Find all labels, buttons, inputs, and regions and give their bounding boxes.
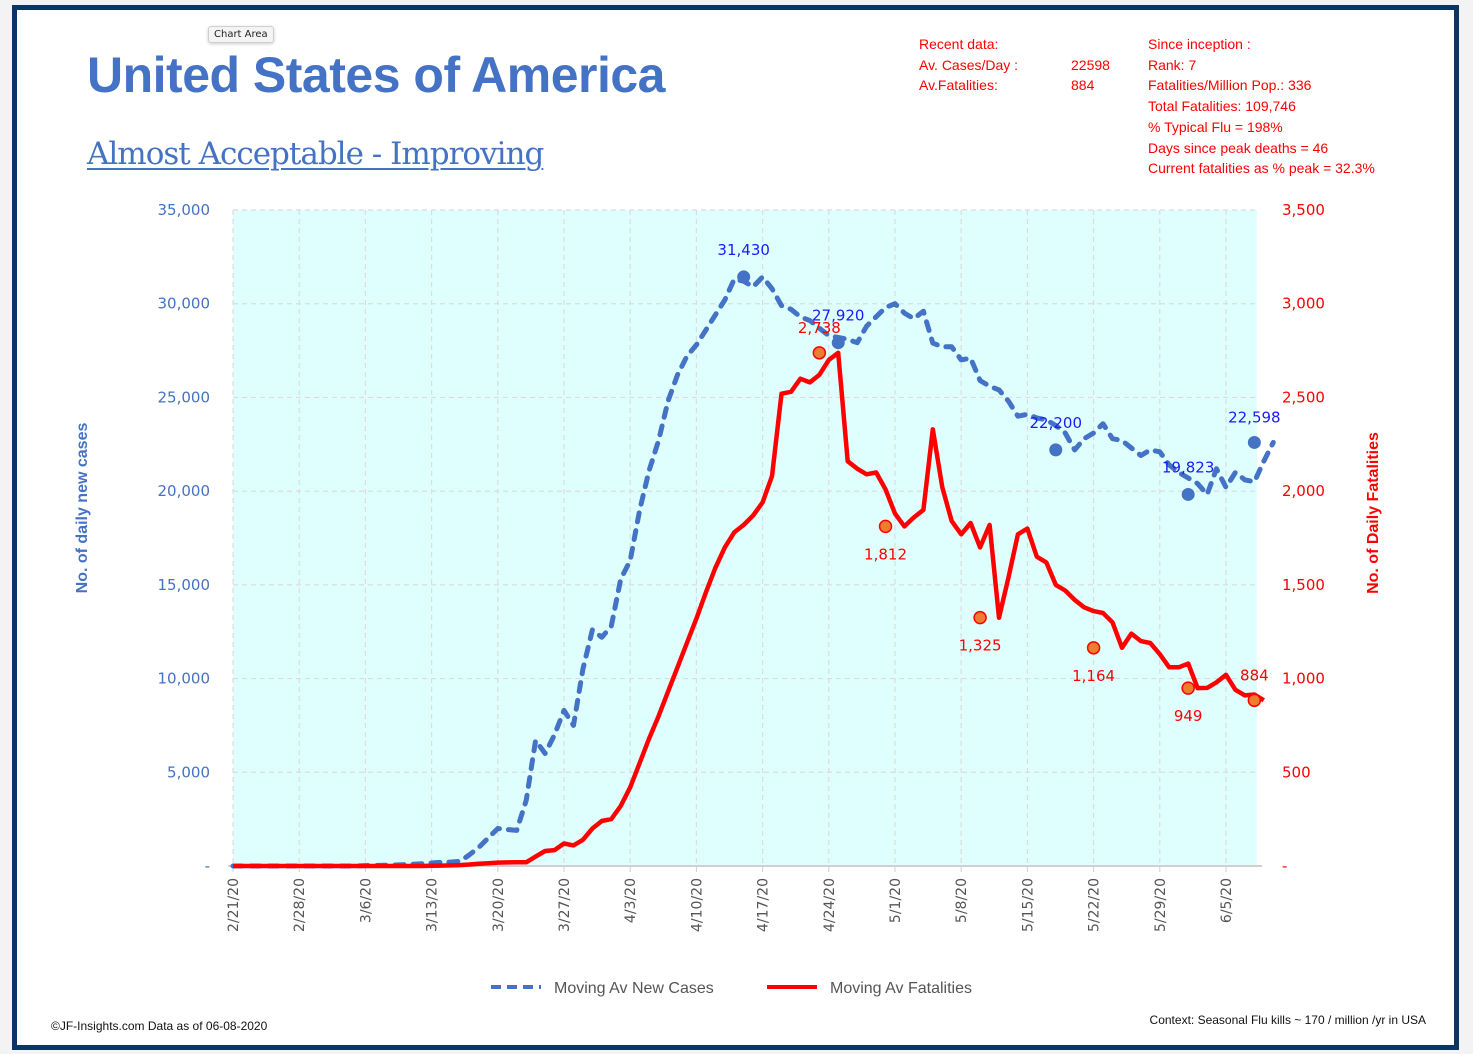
avg-cases-label: Av. Cases/Day : bbox=[919, 56, 1019, 73]
cases-data-label: 22,598 bbox=[1228, 408, 1281, 426]
cases-marker bbox=[1049, 443, 1063, 457]
left-axis-ticks: - 5,000 10,000 15,000 20,000 25,000 30,000 35,0… bbox=[158, 201, 211, 875]
x-tick-label: 5/29/20 bbox=[1153, 878, 1169, 932]
fatalities-marker bbox=[812, 346, 827, 360]
right-axis-ticks: - 500 1,000 1,500 2,000 2,500 3,000 3,500 bbox=[1282, 201, 1325, 875]
cases-marker bbox=[1247, 435, 1261, 449]
cases-data-label: 22,200 bbox=[1030, 414, 1083, 432]
avg-fatalities-value: 884 bbox=[1071, 77, 1095, 94]
legend[interactable]: Moving Av New Cases Moving Av Fatalities bbox=[491, 980, 972, 997]
right-tick-label: 2,500 bbox=[1282, 388, 1325, 406]
fatalities-data-label: 2,738 bbox=[798, 319, 841, 337]
data-label-layer: 31,430 27,920 22,200 19,823 22,598 2,738 1,812… bbox=[717, 241, 1280, 725]
chart-title: United States of America bbox=[87, 47, 665, 103]
x-tick-label: 3/6/20 bbox=[358, 878, 374, 923]
fatalities-data-label: 949 bbox=[1174, 707, 1203, 725]
right-tick-label: 2,000 bbox=[1282, 482, 1325, 500]
x-tick-label: 5/8/20 bbox=[954, 878, 970, 923]
cases-data-label: 27,920 bbox=[812, 307, 865, 325]
recent-data-labels: Recent data: Av. Cases/Day : Av.Fataliti… bbox=[919, 34, 1018, 96]
legend-fatalities-label: Moving Av Fatalities bbox=[830, 980, 972, 997]
stat-current-pct-peak: Current fatalities as % peak = 32.3% bbox=[1148, 160, 1375, 177]
right-tick-label: 1,000 bbox=[1282, 670, 1325, 688]
chart-subtitle: Almost Acceptable - Improving bbox=[87, 136, 544, 172]
x-tick-label: 2/21/20 bbox=[226, 878, 242, 932]
fatalities-data-label: 1,325 bbox=[959, 637, 1002, 655]
legend-cases-label: Moving Av New Cases bbox=[554, 980, 714, 997]
x-axis-ticks: 2/21/20 2/28/20 3/6/20 3/13/20 3/20/20 3/27/2… bbox=[226, 866, 1235, 932]
left-tick-label: 10,000 bbox=[158, 670, 211, 688]
stat-days-since-peak: Days since peak deaths = 46 bbox=[1148, 139, 1329, 156]
footer-context: Context: Seasonal Flu kills ~ 170 / mill… bbox=[1149, 1013, 1426, 1027]
avg-cases-value: 22598 bbox=[1071, 56, 1110, 73]
right-axis-title: No. of Daily Fatalities bbox=[1365, 432, 1382, 594]
x-tick-label: 3/13/20 bbox=[425, 878, 441, 932]
right-tick-label: 3,500 bbox=[1282, 201, 1325, 219]
x-tick-label: 6/5/20 bbox=[1219, 878, 1235, 923]
stat-rank: Rank: 7 bbox=[1148, 56, 1197, 73]
cases-data-label: 19,823 bbox=[1162, 458, 1215, 476]
since-inception-heading: Since inception : bbox=[1148, 36, 1251, 52]
cases-marker bbox=[1181, 487, 1195, 501]
cases-marker bbox=[831, 336, 845, 350]
x-tick-label: 4/24/20 bbox=[822, 878, 838, 932]
avg-fatalities-label: Av.Fatalities: bbox=[919, 77, 998, 94]
x-tick-label: 4/3/20 bbox=[623, 878, 639, 923]
x-tick-label: 3/27/20 bbox=[557, 878, 573, 932]
series-layer bbox=[230, 274, 1276, 869]
left-tick-label: 35,000 bbox=[158, 201, 211, 219]
left-tick-label: 5,000 bbox=[167, 763, 210, 781]
cases-data-label: 31,430 bbox=[717, 241, 770, 259]
plot-area[interactable] bbox=[233, 210, 1257, 866]
left-tick-label: 25,000 bbox=[158, 388, 211, 406]
fatalities-data-label: 1,164 bbox=[1072, 667, 1115, 685]
gridlines bbox=[232, 209, 1257, 866]
fatalities-marker bbox=[1181, 681, 1195, 695]
left-tick-label: 20,000 bbox=[158, 482, 211, 500]
chart-area-tooltip: Chart Area bbox=[208, 26, 274, 43]
left-tick-label: 15,000 bbox=[158, 576, 211, 594]
right-tick-label: 500 bbox=[1282, 763, 1311, 781]
x-tick-label: 4/10/20 bbox=[689, 878, 705, 932]
x-tick-label: 4/17/20 bbox=[756, 878, 772, 932]
right-tick-label: 3,000 bbox=[1282, 295, 1325, 313]
left-axis-title: No. of daily new cases bbox=[74, 423, 91, 594]
x-tick-label: 5/22/20 bbox=[1087, 878, 1103, 932]
fatalities-marker bbox=[973, 610, 987, 625]
recent-data-heading: Recent data: bbox=[919, 36, 999, 52]
x-tick-label: 2/28/20 bbox=[292, 878, 308, 932]
stat-fatalities-per-million: Fatalities/Million Pop.: 336 bbox=[1148, 77, 1312, 94]
x-tick-label: 5/1/20 bbox=[888, 878, 904, 923]
left-tick-label: 30,000 bbox=[158, 295, 211, 313]
stat-typical-flu: % Typical Flu = 198% bbox=[1148, 118, 1283, 135]
marker-layer bbox=[737, 270, 1262, 708]
right-tick-label: - bbox=[1282, 857, 1287, 875]
since-inception-stats: Since inception : Rank: 7 Fatalities/Mil… bbox=[1148, 34, 1375, 179]
x-tick-label: 3/20/20 bbox=[491, 878, 507, 932]
fatalities-data-label: 1,812 bbox=[864, 545, 907, 563]
footer-source: ©JF-Insights.com Data as of 06-08-2020 bbox=[51, 1019, 268, 1033]
recent-data-values: 22598 884 bbox=[1071, 34, 1110, 96]
fatalities-marker bbox=[1247, 693, 1262, 708]
fatalities-marker bbox=[878, 519, 893, 534]
right-tick-label: 1,500 bbox=[1282, 576, 1325, 594]
stat-total-fatalities: Total Fatalities: 109,746 bbox=[1148, 98, 1296, 115]
x-tick-label: 5/15/20 bbox=[1020, 878, 1036, 932]
fatalities-marker bbox=[1086, 641, 1101, 655]
cases-marker bbox=[737, 270, 751, 284]
fatalities-line bbox=[233, 350, 1265, 869]
left-tick-label: - bbox=[205, 857, 210, 875]
fatalities-data-label: 884 bbox=[1240, 666, 1269, 684]
